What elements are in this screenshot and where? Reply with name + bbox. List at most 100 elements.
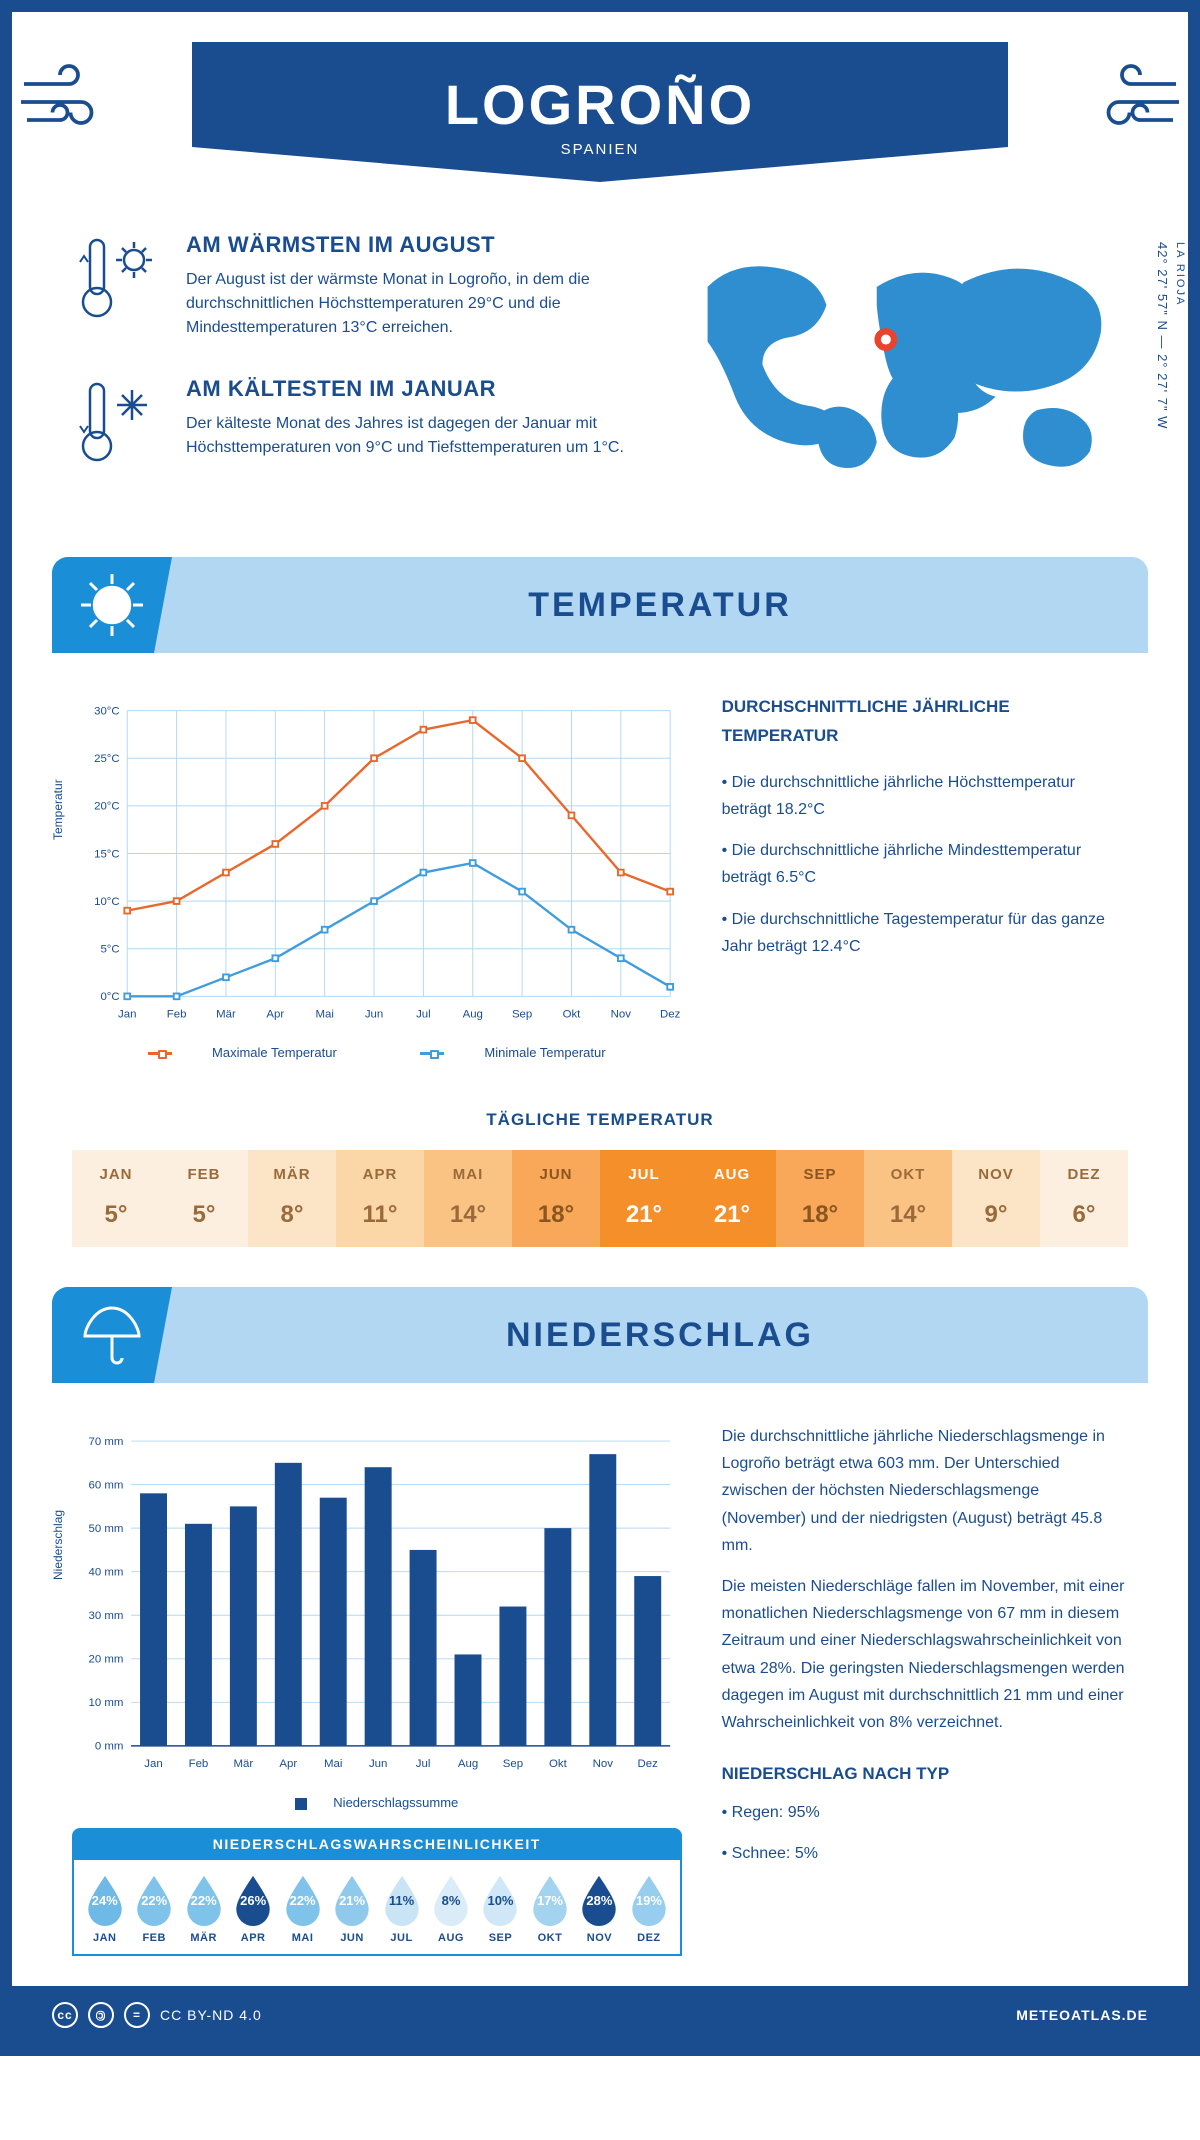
temp-value: 18° (776, 1201, 864, 1229)
summary-title: DURCHSCHNITTLICHE JÄHRLICHE TEMPERATUR (722, 693, 1128, 751)
daily-temp-title: TÄGLICHE TEMPERATUR (12, 1110, 1188, 1130)
svg-text:Mär: Mär (216, 1008, 236, 1020)
precipitation-section: Niederschlag 0 mm10 mm20 mm30 mm40 mm50 … (12, 1383, 1188, 1986)
svg-text:Jul: Jul (416, 1008, 431, 1020)
temperature-legend: Maximale Temperatur Minimale Temperatur (72, 1033, 682, 1060)
heat-cell: NOV9° (952, 1150, 1040, 1247)
probability-value: 22% (141, 1893, 167, 1908)
precip-type-rain: • Regen: 95% (722, 1799, 1128, 1826)
heat-cell: JUL21° (600, 1150, 688, 1247)
svg-text:Jan: Jan (118, 1008, 136, 1020)
summary-bullet: • Die durchschnittliche jährliche Höchst… (722, 769, 1128, 823)
svg-text:Mär: Mär (234, 1758, 254, 1770)
intro-section: AM WÄRMSTEN IM AUGUST Der August ist der… (12, 182, 1188, 537)
precipitation-probability: NIEDERSCHLAGSWAHRSCHEINLICHKEIT 24% JAN … (72, 1828, 682, 1956)
temperature-section: Temperatur 0°C5°C10°C15°C20°C25°C30°CJan… (12, 653, 1188, 1080)
coordinates: 42° 27' 57" N — 2° 27' 7" W (1155, 242, 1170, 429)
month-label: MAI (424, 1166, 512, 1183)
heat-cell: MAI 14° (424, 1150, 512, 1247)
cc-nd-icon: = (124, 2002, 150, 2028)
svg-text:Aug: Aug (463, 1008, 483, 1020)
raindrop-icon: 17% (530, 1874, 570, 1926)
temp-value: 9° (952, 1201, 1040, 1229)
month-label: OKT (525, 1932, 574, 1944)
temp-value: 14° (864, 1201, 952, 1229)
probability-value: 24% (92, 1893, 118, 1908)
heat-cell: SEP 18° (776, 1150, 864, 1247)
probability-value: 26% (240, 1893, 266, 1908)
svg-text:70 mm: 70 mm (89, 1436, 124, 1448)
temp-value: 14° (424, 1201, 512, 1229)
fact-cold-title: AM KÄLTESTEN IM JANUAR (186, 376, 631, 402)
month-label: JUN (327, 1932, 376, 1944)
month-label: JUL (377, 1932, 426, 1944)
wind-icon (12, 42, 102, 156)
svg-text:Feb: Feb (167, 1008, 187, 1020)
month-label: APR (336, 1166, 424, 1183)
month-label: DEZ (1040, 1166, 1128, 1183)
precipitation-text: Die durchschnittliche jährliche Niedersc… (722, 1423, 1128, 1956)
raindrop-icon: 28% (579, 1874, 619, 1926)
svg-text:Feb: Feb (189, 1758, 209, 1770)
svg-text:Okt: Okt (563, 1008, 582, 1020)
country-name: SPANIEN (192, 141, 1008, 158)
precip-p1: Die durchschnittliche jährliche Niedersc… (722, 1423, 1128, 1559)
sun-icon (52, 557, 172, 653)
svg-text:15°C: 15°C (94, 848, 120, 860)
raindrop-icon: 22% (283, 1874, 323, 1926)
heat-cell: JUN18° (512, 1150, 600, 1247)
raindrop-icon: 24% (85, 1874, 125, 1926)
svg-text:Nov: Nov (611, 1008, 632, 1020)
svg-text:25°C: 25°C (94, 753, 120, 765)
probability-value: 22% (191, 1893, 217, 1908)
temp-value: 11° (336, 1201, 424, 1229)
probability-cell: 22% MAI (278, 1874, 327, 1944)
svg-text:Jul: Jul (416, 1758, 431, 1770)
svg-text:Apr: Apr (266, 1008, 284, 1020)
month-label: SEP (776, 1166, 864, 1183)
temp-value: 8° (248, 1201, 336, 1229)
license-text: CC BY-ND 4.0 (160, 2007, 262, 2023)
heat-cell: FEB5° (160, 1150, 248, 1247)
heat-cell: DEZ6° (1040, 1150, 1128, 1247)
precip-type-snow: • Schnee: 5% (722, 1840, 1128, 1867)
temp-value: 21° (688, 1201, 776, 1229)
precipitation-banner: NIEDERSCHLAG (52, 1287, 1148, 1383)
probability-value: 22% (290, 1893, 316, 1908)
raindrop-icon: 26% (233, 1874, 273, 1926)
probability-cell: 11% JUL (377, 1874, 426, 1944)
month-label: SEP (476, 1932, 525, 1944)
fact-cold-text: Der kälteste Monat des Jahres ist dagege… (186, 412, 631, 460)
probability-cell: 26% APR (228, 1874, 277, 1944)
svg-text:Sep: Sep (503, 1758, 523, 1770)
month-label: AUG (426, 1932, 475, 1944)
month-label: JUL (600, 1166, 688, 1183)
temperature-line-chart: Temperatur 0°C5°C10°C15°C20°C25°C30°CJan… (72, 693, 682, 1033)
svg-text:Apr: Apr (279, 1758, 297, 1770)
svg-text:Aug: Aug (458, 1758, 478, 1770)
svg-text:Mai: Mai (324, 1758, 342, 1770)
probability-value: 17% (537, 1893, 563, 1908)
svg-text:10°C: 10°C (94, 896, 120, 908)
probability-value: 11% (389, 1893, 414, 1908)
temperature-banner: TEMPERATUR (52, 557, 1148, 653)
svg-text:50 mm: 50 mm (89, 1523, 124, 1535)
raindrop-icon: 22% (134, 1874, 174, 1926)
fact-warmest: AM WÄRMSTEN IM AUGUST Der August ist der… (72, 232, 631, 340)
svg-text:Mai: Mai (315, 1008, 333, 1020)
region-label: LA RIOJA (1174, 242, 1186, 306)
svg-text:30 mm: 30 mm (89, 1610, 124, 1622)
heat-cell: AUG21° (688, 1150, 776, 1247)
fact-warm-text: Der August ist der wärmste Monat in Logr… (186, 268, 631, 340)
raindrop-icon: 22% (184, 1874, 224, 1926)
y-axis-label: Temperatur (51, 779, 65, 840)
heat-cell: JAN5° (72, 1150, 160, 1247)
svg-text:30°C: 30°C (94, 705, 120, 717)
svg-text:Jun: Jun (369, 1758, 387, 1770)
section-title: NIEDERSCHLAG (172, 1316, 1148, 1355)
month-label: DEZ (624, 1932, 673, 1944)
heat-cell: APR 11° (336, 1150, 424, 1247)
probability-value: 8% (442, 1893, 461, 1908)
cc-icon: cc (52, 2002, 78, 2028)
probability-cell: 28% NOV (575, 1874, 624, 1944)
